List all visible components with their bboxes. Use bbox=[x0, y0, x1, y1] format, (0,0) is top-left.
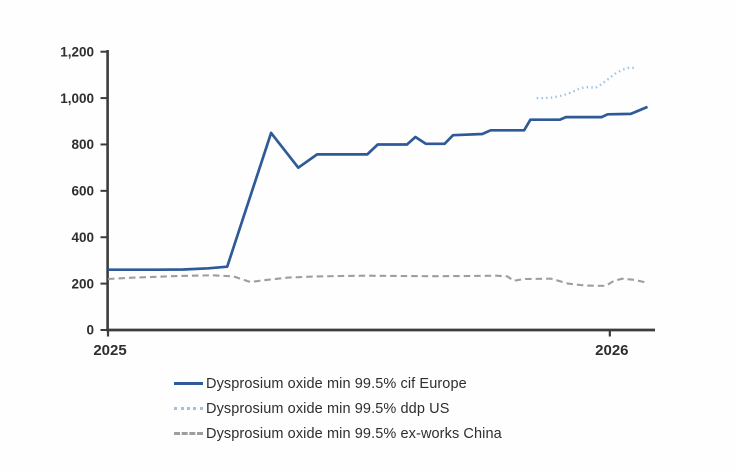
legend-item-ddp-us: Dysprosium oxide min 99.5% ddp US bbox=[174, 396, 502, 421]
dotted-line-sample-icon bbox=[174, 407, 203, 410]
y-tick-label-0: 0 bbox=[86, 323, 94, 338]
y-tick-label-600: 600 bbox=[71, 184, 94, 199]
legend-item-cif-europe: Dysprosium oxide min 99.5% cif Europe bbox=[174, 371, 502, 396]
y-tick-label-400: 400 bbox=[71, 230, 94, 245]
legend-label-ex-works-china: Dysprosium oxide min 99.5% ex-works Chin… bbox=[206, 425, 502, 442]
x-tick-label-2026: 2026 bbox=[595, 342, 628, 359]
y-tick-label-1,000: 1,000 bbox=[60, 91, 94, 106]
legend: Dysprosium oxide min 99.5% cif Europe Dy… bbox=[174, 371, 502, 446]
legend-label-ddp-us: Dysprosium oxide min 99.5% ddp US bbox=[206, 400, 450, 417]
legend-label-cif-europe: Dysprosium oxide min 99.5% cif Europe bbox=[206, 375, 467, 392]
legend-item-ex-works-china: Dysprosium oxide min 99.5% ex-works Chin… bbox=[174, 421, 502, 446]
dashed-line-sample-icon bbox=[174, 432, 203, 435]
series-line-0 bbox=[108, 105, 649, 272]
y-tick-label-800: 800 bbox=[71, 137, 94, 152]
y-tick-label-1,200: 1,200 bbox=[60, 44, 94, 59]
y-tick-label-200: 200 bbox=[71, 276, 94, 291]
x-tick-label-2025: 2025 bbox=[93, 342, 126, 359]
series-line-2 bbox=[107, 274, 648, 287]
series-line-1 bbox=[536, 66, 636, 100]
solid-line-sample-icon bbox=[174, 382, 203, 385]
